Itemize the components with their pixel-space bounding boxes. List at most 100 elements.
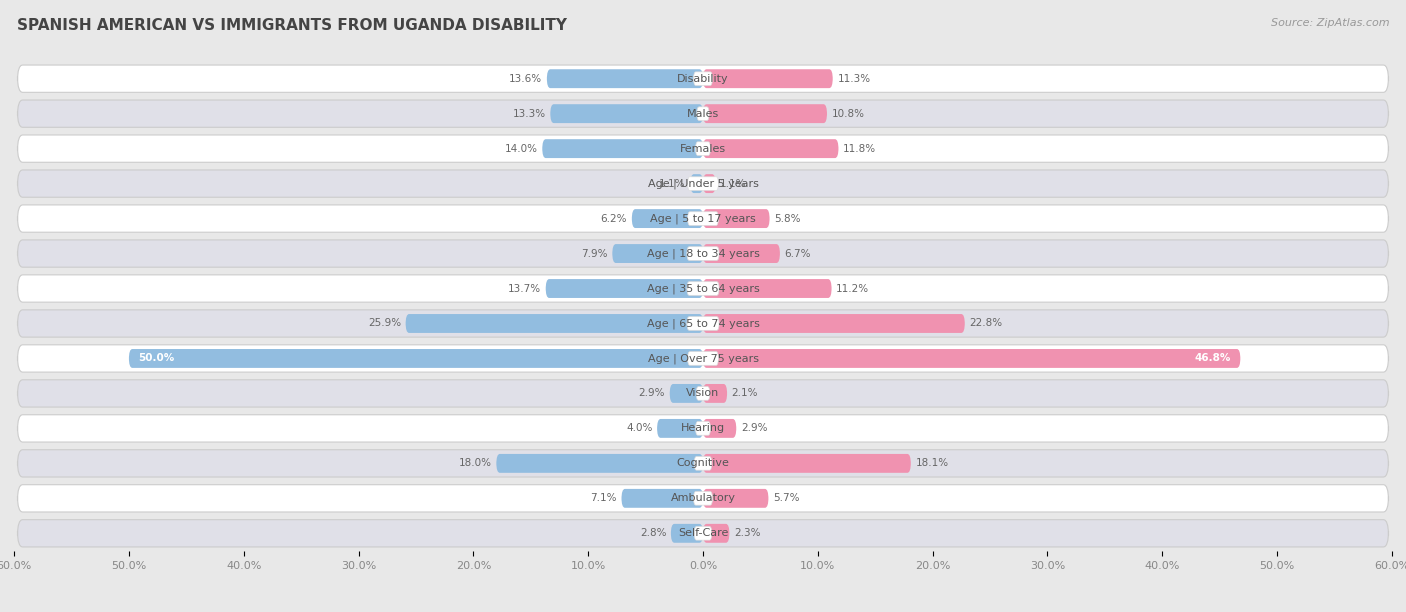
FancyBboxPatch shape [703,419,737,438]
FancyBboxPatch shape [17,65,1389,92]
Text: Ambulatory: Ambulatory [671,493,735,503]
Text: 13.7%: 13.7% [508,283,541,294]
FancyBboxPatch shape [703,209,769,228]
FancyBboxPatch shape [612,244,703,263]
FancyBboxPatch shape [550,104,703,123]
Text: 50.0%: 50.0% [138,354,174,364]
FancyBboxPatch shape [657,419,703,438]
FancyBboxPatch shape [17,135,1389,162]
Text: Age | Under 5 years: Age | Under 5 years [648,178,758,189]
Text: 1.1%: 1.1% [659,179,686,188]
Text: Age | 18 to 34 years: Age | 18 to 34 years [647,248,759,259]
FancyBboxPatch shape [17,380,1389,407]
Text: Age | Over 75 years: Age | Over 75 years [648,353,758,364]
FancyBboxPatch shape [17,170,1389,197]
Text: 11.2%: 11.2% [837,283,869,294]
Text: 7.9%: 7.9% [581,248,607,258]
FancyBboxPatch shape [17,240,1389,267]
FancyBboxPatch shape [703,69,832,88]
FancyBboxPatch shape [631,209,703,228]
FancyBboxPatch shape [703,454,911,473]
FancyBboxPatch shape [17,275,1389,302]
FancyBboxPatch shape [546,279,703,298]
FancyBboxPatch shape [688,352,718,365]
Text: 13.6%: 13.6% [509,73,543,84]
FancyBboxPatch shape [703,349,1240,368]
FancyBboxPatch shape [697,107,709,121]
FancyBboxPatch shape [17,450,1389,477]
FancyBboxPatch shape [17,205,1389,232]
FancyBboxPatch shape [547,69,703,88]
FancyBboxPatch shape [496,454,703,473]
Text: 2.8%: 2.8% [640,528,666,539]
FancyBboxPatch shape [696,422,710,435]
Text: Age | 5 to 17 years: Age | 5 to 17 years [650,214,756,224]
FancyBboxPatch shape [693,491,713,505]
Text: Hearing: Hearing [681,424,725,433]
FancyBboxPatch shape [688,247,718,260]
FancyBboxPatch shape [17,345,1389,372]
Text: 18.1%: 18.1% [915,458,949,468]
Text: Vision: Vision [686,389,720,398]
FancyBboxPatch shape [405,314,703,333]
FancyBboxPatch shape [669,384,703,403]
FancyBboxPatch shape [17,100,1389,127]
Text: 11.8%: 11.8% [844,144,876,154]
Text: 11.3%: 11.3% [838,73,870,84]
Text: 10.8%: 10.8% [831,109,865,119]
Text: 6.7%: 6.7% [785,248,811,258]
Text: 2.3%: 2.3% [734,528,761,539]
Text: Males: Males [688,109,718,119]
Text: 22.8%: 22.8% [969,318,1002,329]
Text: SPANISH AMERICAN VS IMMIGRANTS FROM UGANDA DISABILITY: SPANISH AMERICAN VS IMMIGRANTS FROM UGAN… [17,18,567,34]
Text: 4.0%: 4.0% [626,424,652,433]
FancyBboxPatch shape [703,139,838,158]
Text: 1.1%: 1.1% [720,179,747,188]
FancyBboxPatch shape [703,174,716,193]
Text: 14.0%: 14.0% [505,144,537,154]
Text: Females: Females [681,144,725,154]
FancyBboxPatch shape [703,489,769,508]
Text: Disability: Disability [678,73,728,84]
FancyBboxPatch shape [688,282,718,296]
Text: Cognitive: Cognitive [676,458,730,468]
FancyBboxPatch shape [621,489,703,508]
Text: 25.9%: 25.9% [368,318,401,329]
FancyBboxPatch shape [695,526,711,540]
FancyBboxPatch shape [671,524,703,543]
FancyBboxPatch shape [703,104,827,123]
FancyBboxPatch shape [703,314,965,333]
Text: 7.1%: 7.1% [591,493,617,503]
FancyBboxPatch shape [17,310,1389,337]
FancyBboxPatch shape [17,485,1389,512]
FancyBboxPatch shape [703,244,780,263]
FancyBboxPatch shape [688,212,718,225]
FancyBboxPatch shape [695,457,711,470]
Text: 2.1%: 2.1% [731,389,758,398]
FancyBboxPatch shape [703,279,831,298]
Legend: Spanish American, Immigrants from Uganda: Spanish American, Immigrants from Uganda [541,611,865,612]
FancyBboxPatch shape [690,174,703,193]
FancyBboxPatch shape [703,384,727,403]
Text: 6.2%: 6.2% [600,214,627,223]
FancyBboxPatch shape [17,415,1389,442]
Text: 18.0%: 18.0% [458,458,492,468]
FancyBboxPatch shape [129,349,703,368]
FancyBboxPatch shape [543,139,703,158]
FancyBboxPatch shape [696,142,710,155]
FancyBboxPatch shape [693,72,713,86]
FancyBboxPatch shape [688,177,718,190]
Text: Age | 35 to 64 years: Age | 35 to 64 years [647,283,759,294]
Text: Source: ZipAtlas.com: Source: ZipAtlas.com [1271,18,1389,28]
FancyBboxPatch shape [703,524,730,543]
FancyBboxPatch shape [688,316,718,330]
Text: 5.8%: 5.8% [775,214,800,223]
Text: Self-Care: Self-Care [678,528,728,539]
Text: 2.9%: 2.9% [741,424,768,433]
Text: 13.3%: 13.3% [513,109,546,119]
FancyBboxPatch shape [17,520,1389,547]
Text: 2.9%: 2.9% [638,389,665,398]
FancyBboxPatch shape [696,387,710,400]
Text: Age | 65 to 74 years: Age | 65 to 74 years [647,318,759,329]
Text: 46.8%: 46.8% [1195,354,1232,364]
